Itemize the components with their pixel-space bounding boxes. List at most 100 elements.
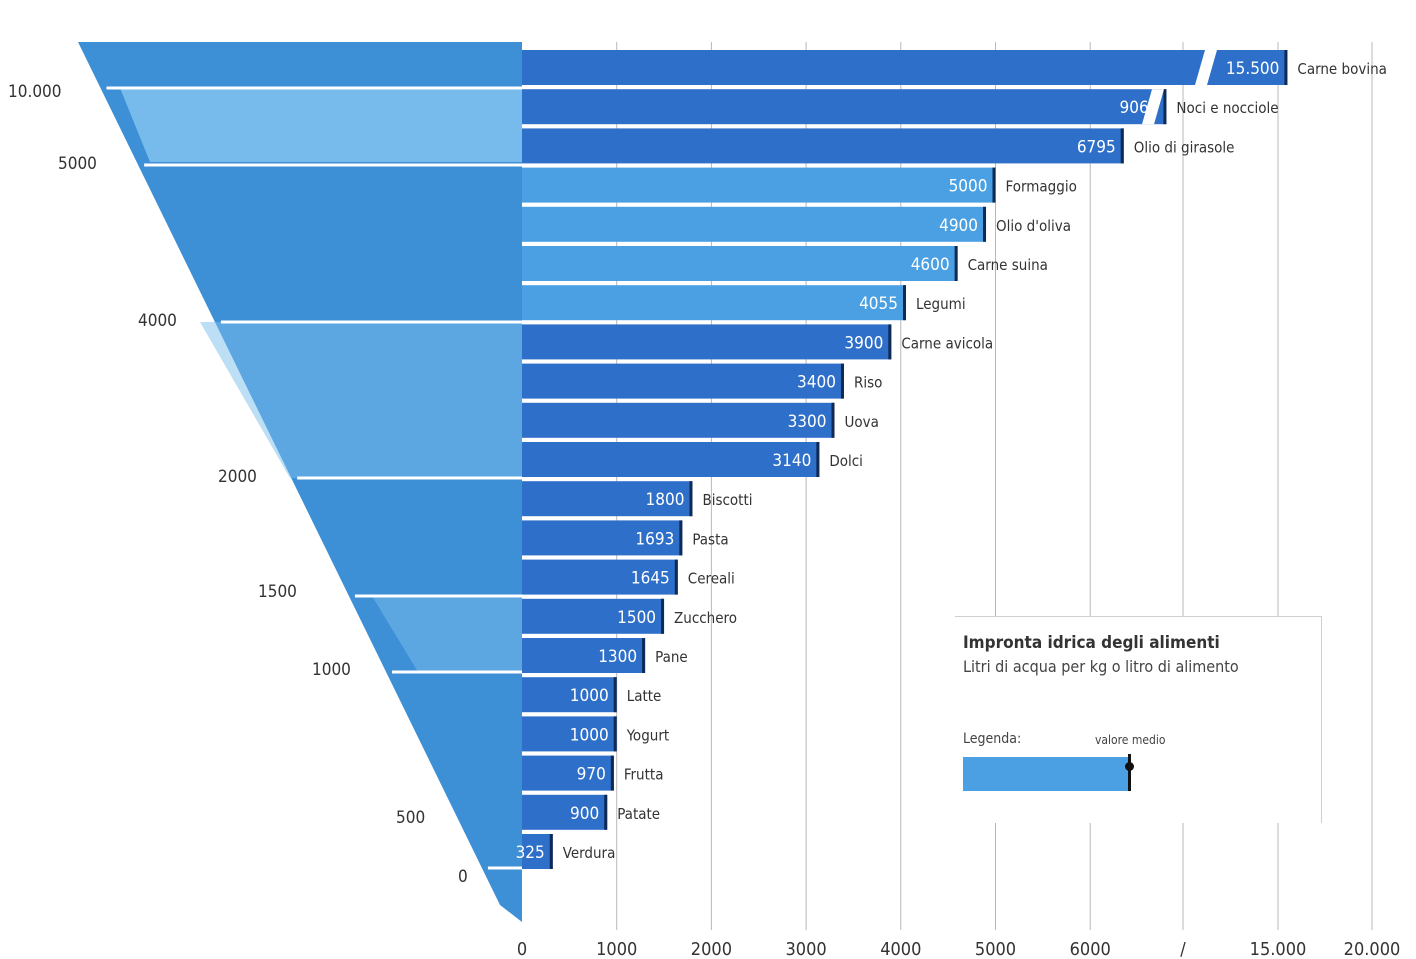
- bar: [522, 520, 683, 556]
- bar-average-marker: [604, 794, 608, 830]
- pyramid-scale-label: 5000: [58, 154, 97, 174]
- pyramid-scale-label: 2000: [218, 467, 257, 487]
- bar-average-marker: [903, 285, 907, 321]
- category-label: Legumi: [916, 295, 966, 313]
- bar-value-label: 1000: [570, 686, 609, 706]
- category-label: Pasta: [692, 530, 728, 548]
- bar: [522, 402, 835, 438]
- x-tick-label: 6000: [1070, 939, 1111, 959]
- legend-box: Impronta idrica degli alimenti Litri di …: [955, 616, 1322, 823]
- bar: [522, 481, 693, 517]
- bar-value-label: 6795: [1077, 137, 1116, 157]
- x-tick-label: 20.000: [1344, 939, 1401, 959]
- bar-average-marker: [888, 324, 892, 360]
- bar-value-label: 1800: [646, 490, 685, 510]
- bar: [522, 442, 820, 477]
- bar-average-marker: [613, 677, 617, 713]
- bar-value-label: 3140: [772, 451, 811, 471]
- x-tick-label: 3000: [785, 939, 826, 959]
- category-label: Zucchero: [674, 609, 737, 627]
- bar-average-marker: [674, 559, 678, 595]
- bar-value-label: 1300: [598, 647, 637, 667]
- category-label: Verdura: [563, 844, 616, 862]
- legend-average-dot: [1125, 762, 1134, 771]
- x-tick-label: 0: [517, 939, 527, 959]
- bar-average-marker: [642, 638, 646, 673]
- chart-title: Impronta idrica degli alimenti: [963, 633, 1220, 653]
- bar: [522, 363, 844, 399]
- legend-average-marker: [1128, 754, 1131, 791]
- category-label: Olio di girasole: [1134, 138, 1235, 156]
- bar-average-marker: [689, 481, 693, 517]
- pyramid-shape: [78, 42, 522, 922]
- category-label: Uova: [845, 413, 879, 431]
- bar: [522, 324, 892, 360]
- category-label: Biscotti: [702, 491, 752, 509]
- bar-average-marker: [816, 442, 820, 477]
- bar: [522, 794, 608, 830]
- bar: [522, 677, 617, 713]
- legend-sample-bar: [963, 757, 1131, 791]
- bar: [522, 755, 614, 791]
- bar-average-marker: [983, 206, 987, 242]
- bar-value-label: 1645: [631, 569, 670, 589]
- bar: [522, 89, 1167, 125]
- category-label: Patate: [617, 805, 660, 823]
- bar-average-marker: [1284, 50, 1288, 85]
- category-label: Yogurt: [626, 726, 669, 744]
- bar-average-marker: [831, 402, 835, 438]
- bar-average-marker: [1163, 89, 1167, 125]
- category-label: Carne suina: [968, 256, 1048, 274]
- x-tick-label: 1000: [596, 939, 637, 959]
- pyramid-scale-label: 0: [458, 867, 468, 887]
- pyramid-band: [120, 88, 522, 162]
- bar-value-label: 15.500: [1226, 59, 1280, 79]
- x-tick-label: 15.000: [1250, 939, 1307, 959]
- category-label: Riso: [854, 374, 882, 392]
- legend-average-note: valore medio: [1095, 733, 1166, 747]
- category-label: Latte: [627, 687, 662, 705]
- axis-break-mark: [1195, 50, 1217, 85]
- bar: [522, 716, 617, 752]
- bar: [522, 167, 996, 203]
- pyramid-band: [200, 322, 522, 478]
- axis-break-mark: [1142, 89, 1164, 125]
- x-tick-label: /: [1180, 939, 1186, 959]
- bar: [522, 638, 646, 673]
- x-tick-label: 2000: [691, 939, 732, 959]
- bar-value-label: 4600: [911, 255, 950, 275]
- legend-label: Legenda:: [963, 731, 1022, 747]
- x-tick-label: 4000: [880, 939, 921, 959]
- bar-value-label: 3400: [797, 373, 836, 393]
- bar-value-label: 325: [516, 843, 545, 863]
- bar: [522, 559, 678, 595]
- bar-average-marker: [679, 520, 683, 556]
- bar-average-marker: [661, 598, 665, 634]
- pyramid-band: [372, 596, 522, 672]
- bar: [522, 50, 1288, 85]
- bar-average-marker: [1120, 128, 1124, 164]
- category-label: Cereali: [688, 570, 735, 588]
- pyramid-scale-label: 4000: [138, 311, 177, 331]
- pyramid-scale-label: 10.000: [8, 82, 62, 102]
- bar-value-label: 1693: [635, 529, 674, 549]
- chart-subtitle: Litri di acqua per kg o litro di aliment…: [963, 657, 1239, 676]
- bar-value-label: 900: [570, 804, 599, 824]
- bar: [522, 128, 1124, 164]
- x-tick-label: 5000: [975, 939, 1016, 959]
- bar-value-label: 970: [577, 765, 606, 785]
- bar: [522, 598, 665, 634]
- bar-average-marker: [992, 167, 996, 203]
- bar-value-label: 3300: [788, 412, 827, 432]
- bar-average-marker: [954, 246, 958, 281]
- category-label: Frutta: [624, 766, 664, 784]
- category-label: Noci e nocciole: [1176, 99, 1278, 117]
- bar: [522, 285, 907, 321]
- bar-value-label: 5000: [949, 177, 988, 197]
- bar-value-label: 4055: [859, 294, 898, 314]
- bar-value-label: 4900: [939, 216, 978, 236]
- bar: [522, 834, 553, 869]
- bar-average-marker: [610, 755, 614, 791]
- pyramid-scale-label: 1000: [312, 660, 351, 680]
